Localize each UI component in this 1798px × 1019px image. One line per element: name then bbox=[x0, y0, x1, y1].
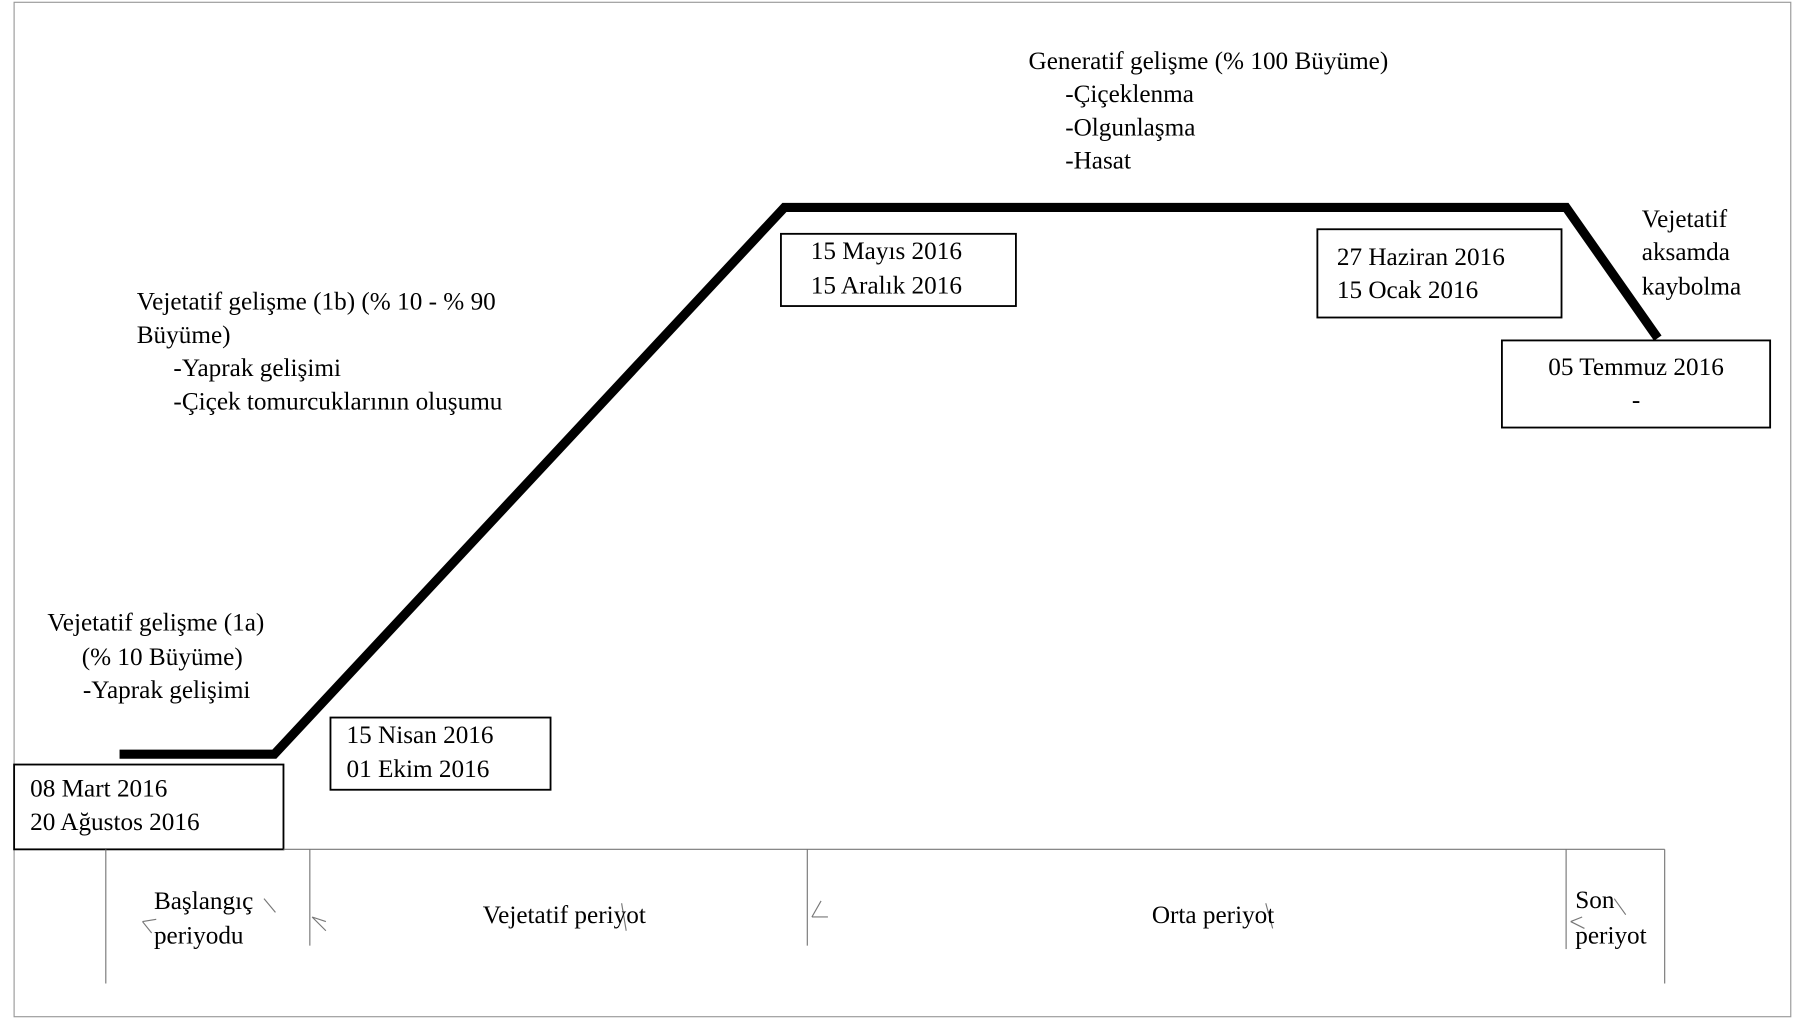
period-label: Başlangıç bbox=[154, 888, 253, 915]
date-text: - bbox=[1632, 387, 1640, 414]
stage-text: Vejetatif gelişme (1a) bbox=[47, 609, 264, 636]
arrow-marks bbox=[142, 898, 1627, 934]
date-text: 15 Aralık 2016 bbox=[811, 272, 962, 299]
date-box bbox=[1501, 339, 1772, 429]
date-box bbox=[329, 716, 552, 791]
stage-text: Vejetatif gelişme (1b) (% 10 - % 90 bbox=[137, 289, 496, 316]
stage-text: Generatif gelişme (% 100 Büyüme) bbox=[1029, 48, 1389, 75]
stage-text: -Çiçeklenma bbox=[1065, 81, 1194, 108]
stage-text: (% 10 Büyüme) bbox=[82, 644, 243, 671]
date-text: 01 Ekim 2016 bbox=[347, 756, 490, 783]
frame bbox=[13, 1, 1792, 1018]
stage-text: -Yaprak gelişimi bbox=[173, 355, 341, 382]
date-text: 05 Temmuz 2016 bbox=[1548, 354, 1724, 381]
stage-text: -Yaprak gelişimi bbox=[83, 677, 251, 704]
stage-text: -Hasat bbox=[1065, 148, 1131, 175]
period-label: periyodu bbox=[154, 922, 244, 949]
date-text: 15 Mayıs 2016 bbox=[811, 238, 962, 265]
period-label: Vejetatif periyot bbox=[483, 902, 646, 929]
date-text: 08 Mart 2016 bbox=[30, 776, 167, 803]
stage-text: -Olgunlaşma bbox=[1065, 114, 1195, 141]
date-text: 27 Haziran 2016 bbox=[1337, 244, 1505, 271]
stage-text: Büyüme) bbox=[137, 322, 231, 349]
date-box bbox=[1316, 228, 1563, 319]
stage-text: kaybolma bbox=[1642, 274, 1741, 301]
stage-text: aksamda bbox=[1642, 239, 1730, 266]
stage-text: Vejetatif bbox=[1642, 206, 1728, 233]
date-box bbox=[780, 232, 1017, 307]
stage-text: -Çiçek tomurcuklarının oluşumu bbox=[173, 388, 502, 415]
date-text: 15 Nisan 2016 bbox=[347, 722, 494, 749]
date-text: 20 Ağustos 2016 bbox=[30, 809, 199, 836]
growth-curve bbox=[119, 202, 1662, 759]
period-label: Orta periyot bbox=[1152, 902, 1274, 929]
date-box bbox=[13, 763, 285, 851]
date-text: 15 Ocak 2016 bbox=[1337, 277, 1478, 304]
period-label: periyot bbox=[1575, 922, 1646, 949]
period-label: Son bbox=[1575, 887, 1615, 914]
